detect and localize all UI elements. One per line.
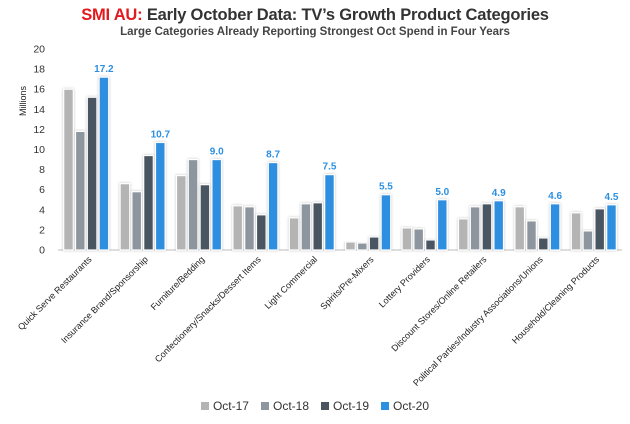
brand-label: SMI AU:: [81, 6, 143, 24]
y-tick-label: 0: [39, 245, 45, 257]
y-axis-title: Millions: [18, 86, 28, 117]
bar-oct-19: [425, 239, 436, 251]
bar-oct-19: [143, 154, 154, 251]
y-tick-label: 18: [33, 64, 45, 76]
title-text: Early October Data: TV’s Growth Product …: [146, 6, 549, 24]
bar-oct-19: [368, 236, 380, 251]
bar-oct-17: [570, 212, 582, 251]
legend: Oct-17 Oct-18 Oct-19 Oct-20: [0, 399, 630, 413]
bar-oct-20: [380, 194, 392, 251]
bar-oct-17: [175, 175, 187, 251]
data-label: 9.0: [210, 147, 224, 158]
legend-label: Oct-20: [393, 399, 430, 413]
bar-oct-20: [493, 200, 505, 251]
legend-label: Oct-17: [212, 399, 249, 413]
bar-oct-19: [537, 237, 549, 251]
legend-swatch: [381, 402, 390, 410]
data-label: 5.0: [435, 187, 449, 198]
legend-item: Oct-17: [200, 399, 249, 413]
legend-swatch: [321, 402, 329, 410]
bar-oct-18: [356, 242, 368, 251]
y-tick-label: 16: [33, 84, 45, 96]
legend-label: Oct-19: [333, 399, 370, 413]
y-tick-label: 14: [33, 104, 45, 116]
category-label: Furniture/Bedding: [149, 254, 207, 312]
bar-oct-17: [514, 206, 526, 251]
bar-oct-19: [481, 203, 493, 251]
y-tick-label: 6: [39, 184, 45, 196]
bar-oct-19: [199, 184, 211, 251]
data-label: 10.7: [151, 129, 171, 140]
bar-oct-18: [187, 158, 199, 251]
legend-item: Oct-19: [321, 399, 369, 413]
bar-oct-17: [457, 218, 469, 251]
bar-oct-20: [549, 203, 561, 251]
bar-oct-18: [300, 203, 312, 251]
data-label: 4.9: [492, 188, 506, 199]
data-label: 4.5: [605, 192, 619, 203]
y-tick-label: 8: [39, 164, 45, 176]
y-tick-label: 2: [39, 224, 45, 236]
data-label: 8.7: [266, 150, 280, 161]
bar-oct-20: [324, 174, 335, 251]
bar-oct-20: [154, 141, 166, 251]
data-label: 7.5: [323, 162, 337, 173]
bar-oct-19: [255, 214, 267, 251]
bar-oct-18: [526, 220, 537, 251]
bar-oct-18: [131, 191, 143, 251]
data-label: 4.6: [548, 191, 562, 202]
legend-item: Oct-18: [260, 399, 309, 413]
bar-oct-20: [436, 199, 448, 251]
bar-oct-18: [74, 130, 86, 251]
data-label: 5.5: [379, 182, 393, 193]
bar-oct-17: [232, 205, 244, 251]
bar-oct-20: [267, 161, 279, 251]
category-label: Spirits/Pre-Mixers: [318, 254, 376, 312]
chart-subtitle: Large Categories Already Reporting Stron…: [120, 26, 510, 38]
bar-oct-17: [345, 241, 356, 251]
bar-oct-19: [312, 202, 324, 251]
bar-oct-17: [63, 88, 74, 251]
bar-oct-20: [98, 76, 110, 251]
category-label: Political Parties/Industry Associations/…: [411, 254, 545, 388]
y-tick-label: 4: [39, 204, 45, 216]
data-label: 17.2: [94, 64, 114, 75]
bar-oct-17: [119, 183, 131, 251]
bar-oct-20: [606, 204, 617, 251]
legend-label: Oct-18: [272, 399, 309, 413]
bar-oct-19: [86, 96, 98, 251]
bar-oct-18: [469, 206, 481, 251]
legend-swatch: [260, 402, 269, 410]
bar-oct-17: [401, 227, 413, 251]
bar-oct-18: [582, 230, 594, 251]
category-label: Discount Stores/Online Retailers: [389, 254, 488, 353]
bar-oct-20: [211, 158, 223, 251]
y-tick-label: 12: [33, 124, 45, 136]
legend-swatch: [200, 402, 209, 410]
y-tick-label: 10: [33, 144, 45, 156]
bar-oct-18: [413, 228, 425, 251]
chart-title: SMI AU: Early October Data: TV’s Growth …: [0, 6, 630, 25]
bar-oct-18: [244, 206, 255, 251]
category-label: Confectionery/Snacks/Dessert Items: [153, 254, 263, 364]
category-label: Lottery Providers: [377, 254, 433, 310]
bar-oct-19: [594, 208, 606, 251]
category-label: Light Commercial: [263, 254, 320, 311]
y-tick-label: 20: [33, 44, 45, 56]
legend-item: Oct-20: [381, 399, 429, 413]
bar-oct-17: [288, 217, 300, 251]
